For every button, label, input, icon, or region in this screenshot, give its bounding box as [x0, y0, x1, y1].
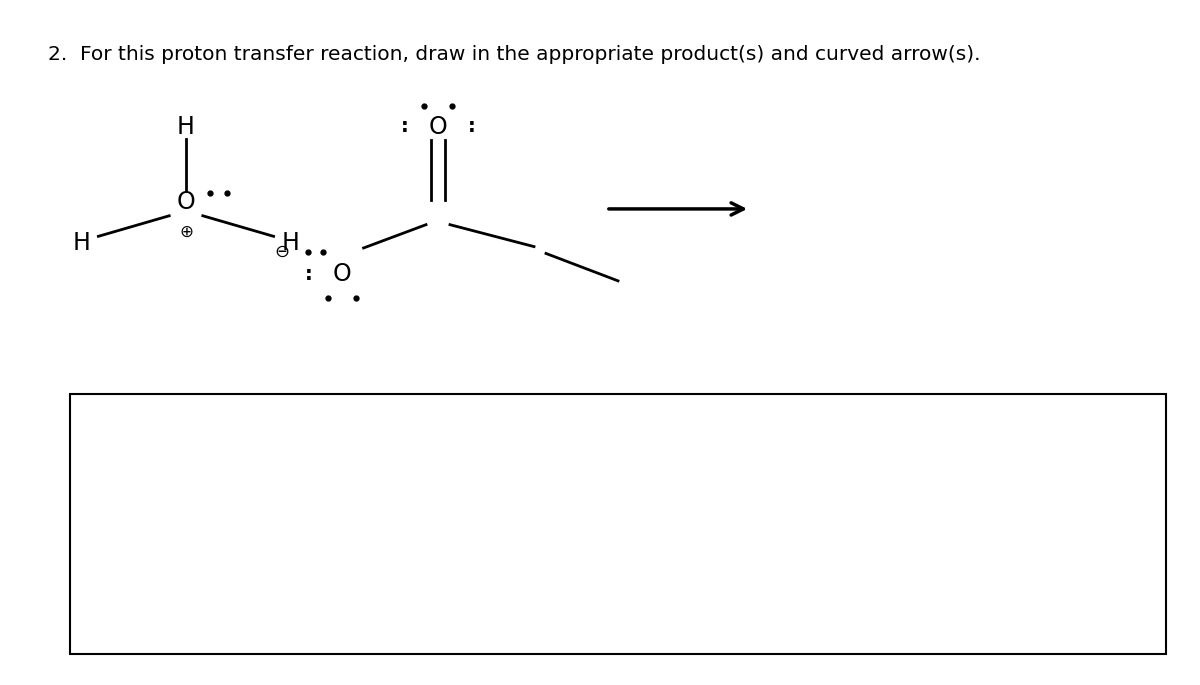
Text: :: : — [401, 117, 408, 136]
Text: O: O — [428, 114, 448, 139]
Text: :: : — [468, 117, 475, 136]
Text: H: H — [282, 231, 299, 256]
Text: O: O — [332, 262, 352, 286]
Text: ⊕: ⊕ — [179, 223, 193, 240]
Text: ⊖: ⊖ — [275, 243, 289, 261]
Text: H: H — [178, 114, 194, 139]
Text: H: H — [73, 231, 90, 256]
FancyBboxPatch shape — [70, 394, 1166, 654]
Text: O: O — [176, 190, 196, 214]
Text: 2.  For this proton transfer reaction, draw in the appropriate product(s) and cu: 2. For this proton transfer reaction, dr… — [48, 45, 980, 64]
Text: :: : — [305, 264, 312, 284]
